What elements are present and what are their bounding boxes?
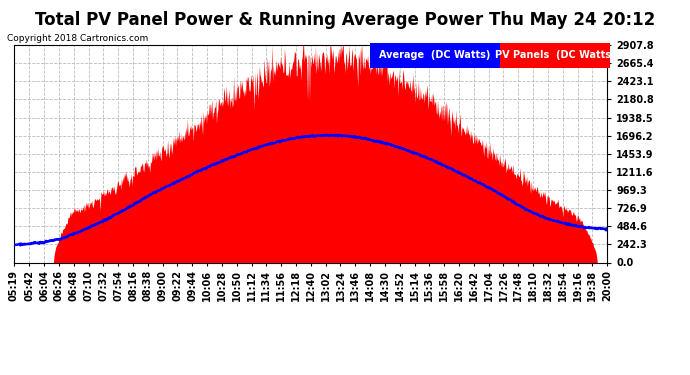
Text: Copyright 2018 Cartronics.com: Copyright 2018 Cartronics.com — [7, 34, 148, 43]
Text: Average  (DC Watts): Average (DC Watts) — [380, 50, 491, 60]
Text: Total PV Panel Power & Running Average Power Thu May 24 20:12: Total PV Panel Power & Running Average P… — [35, 11, 655, 29]
Text: PV Panels  (DC Watts): PV Panels (DC Watts) — [495, 50, 615, 60]
